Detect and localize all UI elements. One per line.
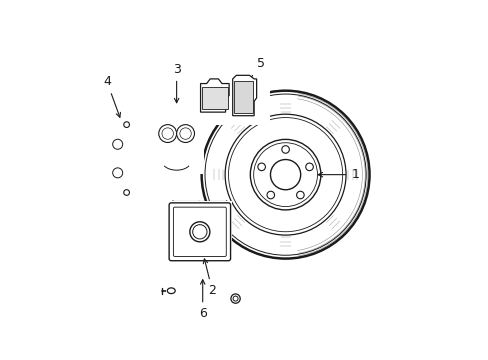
Text: 6: 6 (198, 280, 206, 320)
Circle shape (176, 125, 194, 143)
Bar (165, 269, 244, 312)
Polygon shape (232, 75, 256, 116)
Polygon shape (200, 79, 229, 112)
Text: 5: 5 (246, 57, 264, 84)
Text: 1: 1 (318, 168, 359, 181)
Text: 3: 3 (172, 63, 180, 103)
Circle shape (230, 294, 240, 303)
Bar (195, 75, 270, 125)
Circle shape (201, 91, 369, 258)
Circle shape (112, 168, 122, 178)
Polygon shape (233, 81, 253, 113)
Bar (149, 104, 204, 174)
Circle shape (112, 139, 122, 149)
Text: 2: 2 (203, 259, 216, 297)
Ellipse shape (167, 288, 175, 294)
Polygon shape (201, 87, 227, 109)
Bar (89, 112, 146, 205)
Text: 4: 4 (103, 75, 120, 117)
Circle shape (159, 125, 176, 143)
Bar (167, 202, 231, 262)
